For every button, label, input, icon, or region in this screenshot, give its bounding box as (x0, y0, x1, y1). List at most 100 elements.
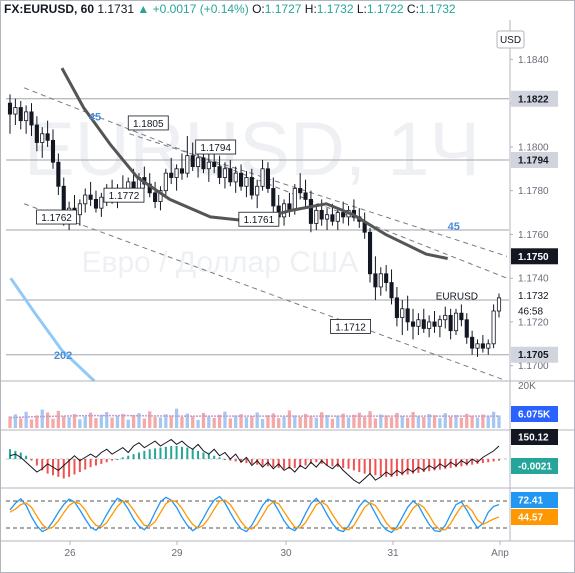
price-point-box[interactable] (238, 211, 280, 227)
macd-histogram-bar[interactable] (35, 459, 38, 466)
volume-bar[interactable] (67, 417, 71, 428)
candle-body[interactable] (330, 214, 335, 222)
volume-bar[interactable] (309, 416, 313, 428)
candle-body[interactable] (24, 111, 29, 122)
macd-histogram-bar[interactable] (111, 459, 114, 461)
volume-bar[interactable] (470, 415, 474, 428)
volume-bar[interactable] (207, 416, 211, 428)
macd-histogram-bar[interactable] (471, 459, 474, 465)
volume-ma-line[interactable] (9, 414, 499, 419)
ma-202-line[interactable] (9, 277, 96, 383)
macd-histogram-bar[interactable] (336, 459, 339, 468)
price-point-box[interactable] (103, 187, 145, 203)
macd-histogram-bar[interactable] (369, 459, 372, 475)
macd-histogram-bar[interactable] (41, 459, 44, 471)
volume-bar[interactable] (260, 419, 265, 428)
volume-bar[interactable] (56, 410, 61, 428)
macd-histogram-bar[interactable] (261, 459, 264, 466)
macd-histogram-bar[interactable] (309, 459, 312, 464)
macd-histogram-bar[interactable] (240, 459, 243, 463)
volume-bar[interactable] (325, 414, 329, 428)
volume-bar[interactable] (303, 413, 308, 428)
macd-histogram-bar[interactable] (175, 446, 178, 459)
volume-bar[interactable] (13, 414, 18, 428)
candle-body[interactable] (56, 161, 61, 187)
volume-bar[interactable] (400, 416, 404, 428)
candle-body[interactable] (459, 312, 464, 321)
candle-body[interactable] (249, 177, 254, 196)
macd-histogram-bar[interactable] (487, 459, 490, 463)
macd-histogram-bar[interactable] (342, 459, 345, 468)
volume-bar[interactable] (346, 417, 351, 428)
candle-body[interactable] (50, 139, 56, 163)
macd-histogram-bar[interactable] (105, 459, 108, 463)
volume-bar[interactable] (389, 417, 394, 428)
volume-bar[interactable] (19, 418, 23, 428)
macd-histogram-bar[interactable] (283, 459, 286, 469)
volume-bar[interactable] (282, 416, 286, 428)
macd-histogram-bar[interactable] (498, 459, 500, 461)
volume-bar[interactable] (212, 417, 216, 428)
volume-bar[interactable] (51, 418, 55, 428)
volume-bar[interactable] (341, 413, 345, 428)
macd-histogram-bar[interactable] (412, 459, 415, 474)
candle-body[interactable] (233, 172, 238, 183)
candle-body[interactable] (389, 282, 394, 299)
volume-bar[interactable] (266, 415, 270, 428)
candle-body[interactable] (244, 177, 249, 187)
candle-body[interactable] (99, 196, 104, 209)
candle-body[interactable] (239, 172, 244, 187)
macd-histogram-bar[interactable] (207, 454, 210, 459)
volume-bar[interactable] (158, 417, 163, 428)
volume-bar[interactable] (148, 411, 152, 428)
volume-bar[interactable] (255, 412, 259, 428)
volume-bar[interactable] (336, 415, 340, 428)
macd-histogram-bar[interactable] (256, 459, 259, 465)
stochastic-d-line[interactable] (9, 499, 500, 531)
candle-body[interactable] (410, 321, 416, 327)
volume-bar[interactable] (320, 412, 324, 428)
candle-body[interactable] (13, 107, 18, 115)
volume-bar[interactable] (234, 415, 238, 428)
macd-histogram-bar[interactable] (197, 450, 200, 459)
macd-histogram-bar[interactable] (229, 459, 232, 461)
price-point-box[interactable] (127, 115, 169, 131)
volume-bar[interactable] (422, 416, 426, 428)
volume-bar[interactable] (475, 417, 480, 428)
volume-bar[interactable] (142, 418, 146, 428)
macd-histogram-bar[interactable] (320, 459, 323, 464)
volume-bar[interactable] (126, 419, 130, 428)
candle-body[interactable] (486, 343, 491, 349)
volume-bar[interactable] (88, 412, 93, 428)
candle-body[interactable] (18, 107, 23, 122)
volume-bar[interactable] (405, 417, 410, 428)
volume-bar[interactable] (363, 416, 367, 428)
volume-bar[interactable] (481, 414, 485, 429)
stochastic-pane[interactable] (6, 495, 509, 534)
macd-histogram-bar[interactable] (347, 459, 350, 469)
volume-bar[interactable] (416, 416, 421, 428)
candle-body[interactable] (378, 273, 383, 288)
volume-bar[interactable] (137, 413, 141, 428)
macd-histogram-bar[interactable] (57, 459, 60, 477)
macd-histogram-bar[interactable] (84, 459, 87, 470)
macd-histogram-bar[interactable] (395, 459, 398, 477)
candle-body[interactable] (179, 168, 185, 174)
macd-pane[interactable] (6, 438, 509, 484)
macd-histogram-bar[interactable] (180, 446, 183, 459)
candle-body[interactable] (40, 133, 45, 143)
macd-histogram-bar[interactable] (385, 459, 388, 477)
macd-histogram-bar[interactable] (62, 459, 65, 479)
candle-body[interactable] (405, 308, 410, 323)
volume-bar[interactable] (174, 408, 179, 428)
volume-bar[interactable] (465, 413, 469, 428)
macd-histogram-bar[interactable] (449, 459, 452, 468)
macd-histogram-bar[interactable] (94, 459, 97, 466)
macd-histogram-bar[interactable] (213, 455, 216, 459)
volume-bar[interactable] (40, 409, 44, 428)
candle-body[interactable] (464, 319, 469, 338)
candle-body[interactable] (265, 168, 270, 189)
volume-bar[interactable] (250, 416, 254, 428)
volume-bar[interactable] (185, 413, 189, 428)
candle-body[interactable] (432, 321, 437, 327)
